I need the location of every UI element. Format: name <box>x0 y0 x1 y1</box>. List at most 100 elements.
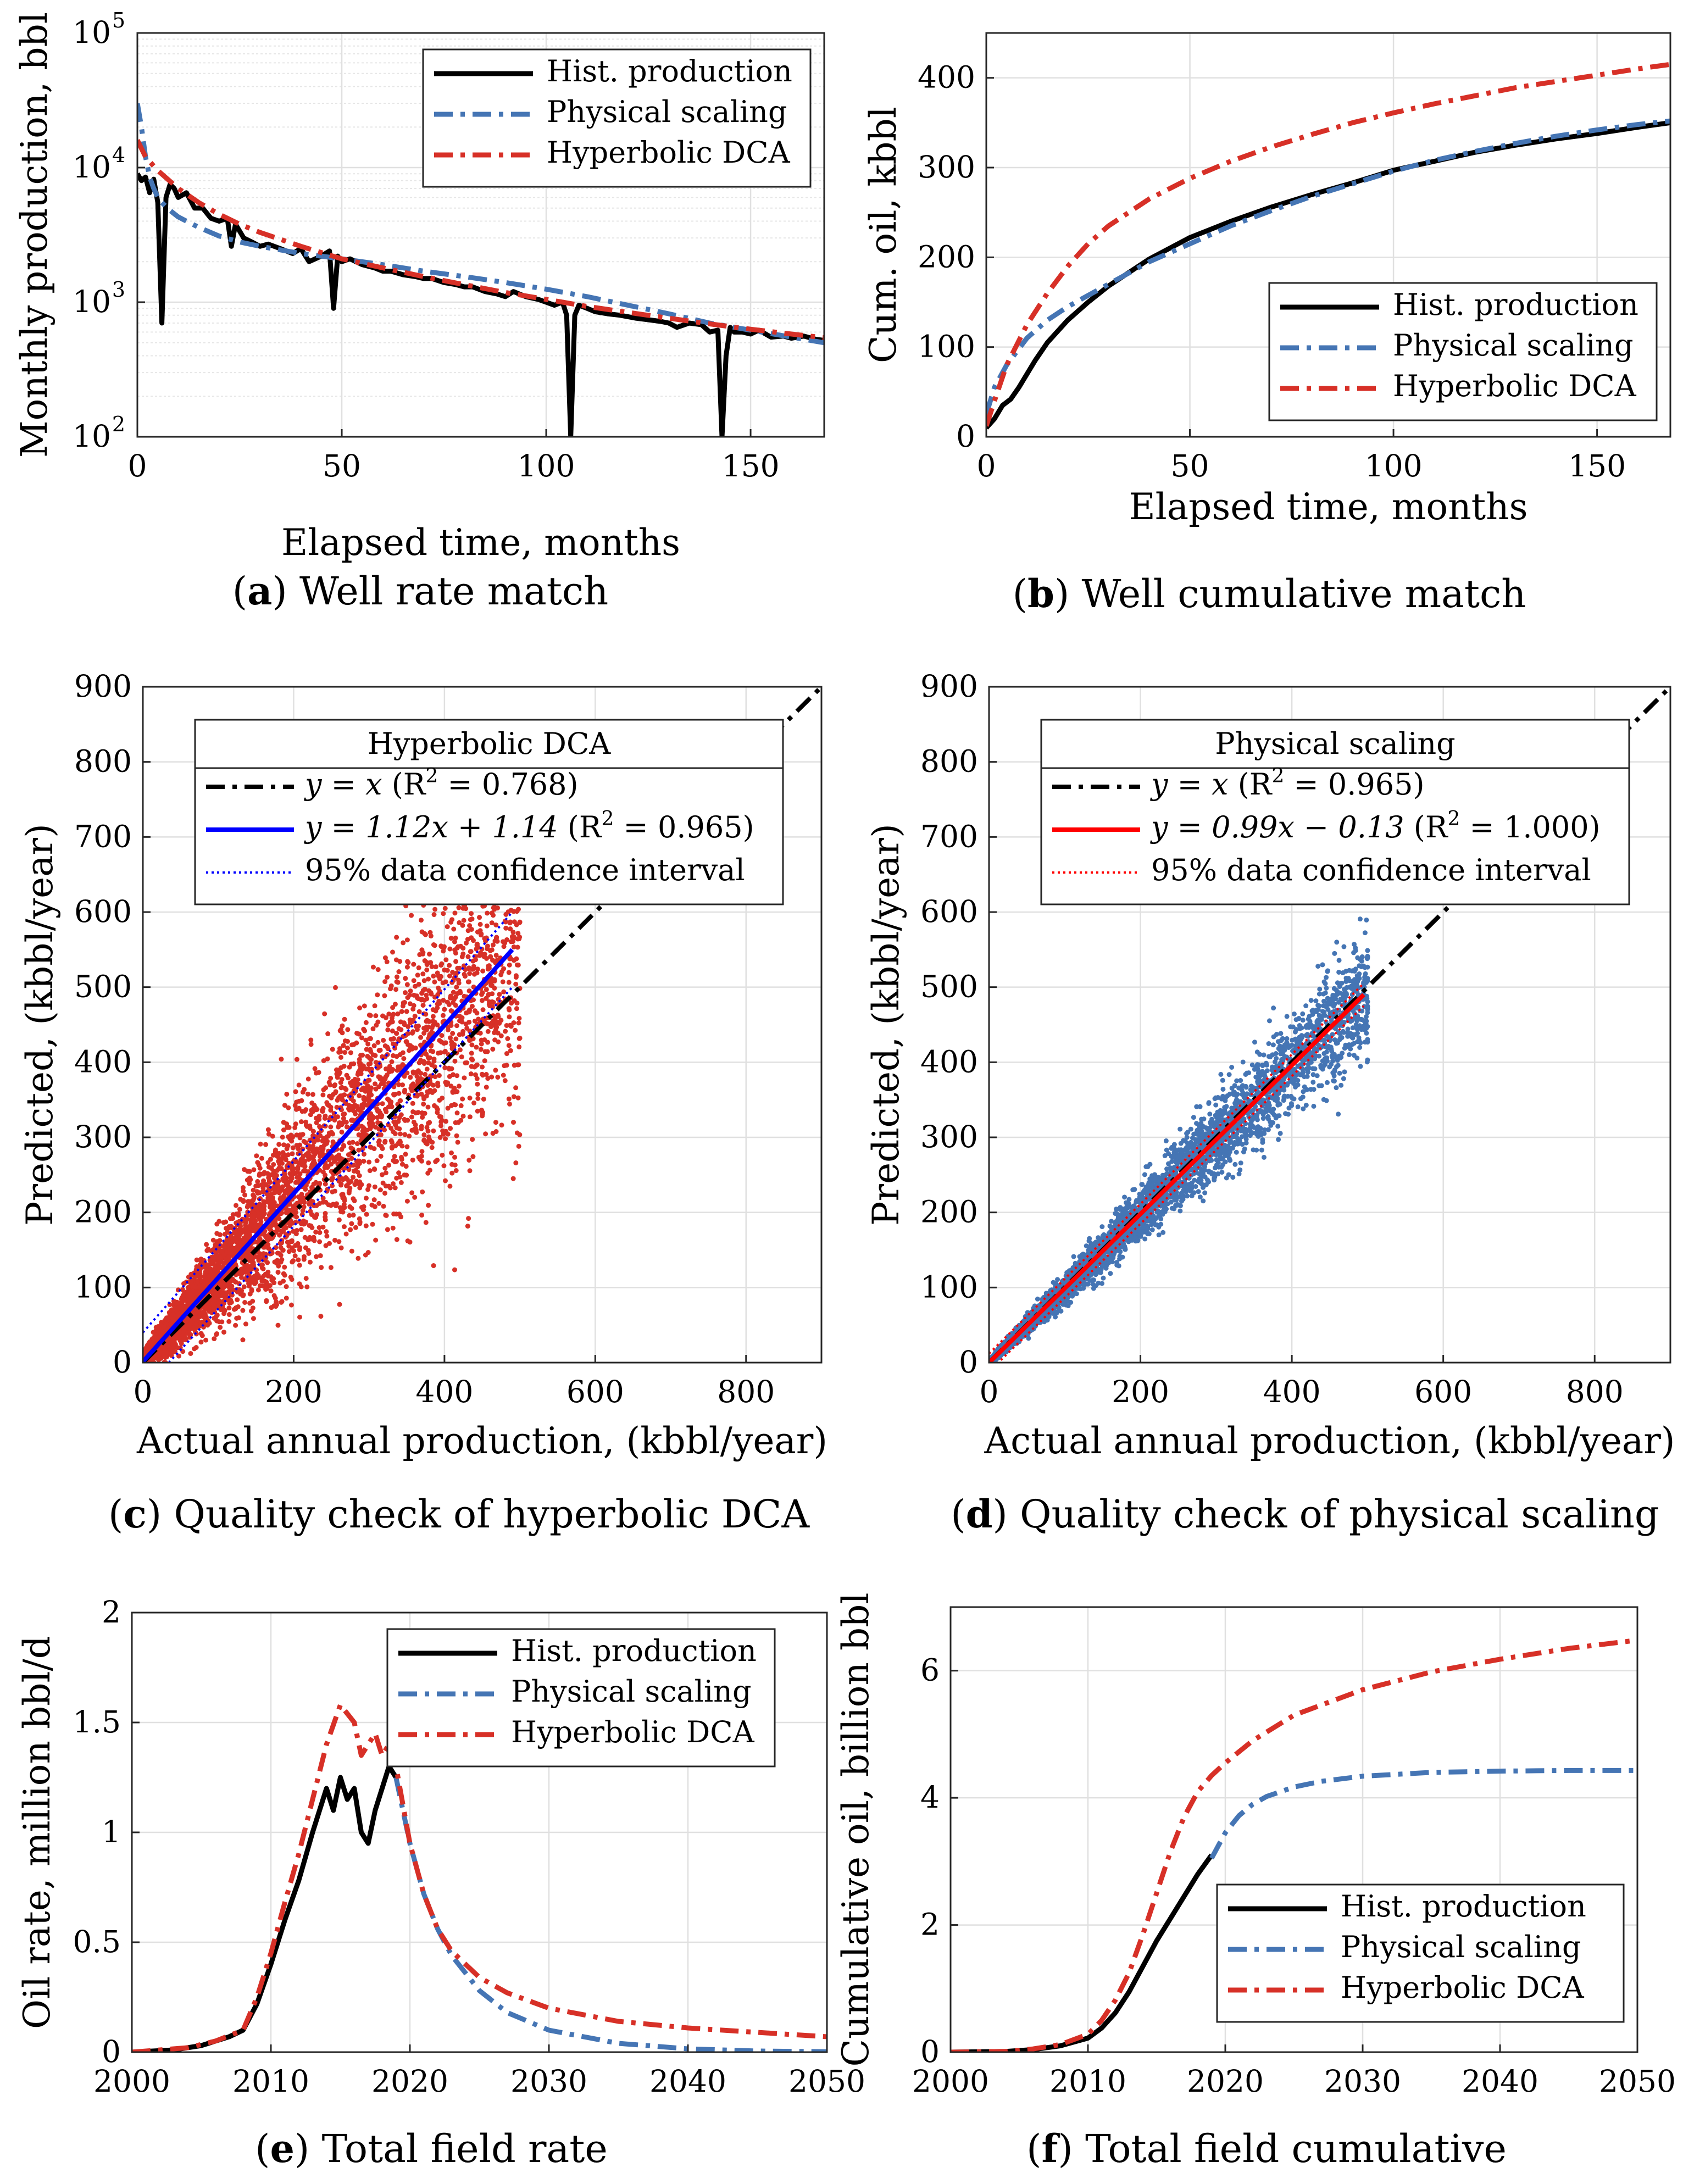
scatter-point <box>257 1172 262 1178</box>
scatter-point <box>339 1147 345 1152</box>
scatter-point <box>431 942 436 948</box>
scatter-point <box>405 1118 410 1123</box>
scatter-point <box>338 1080 343 1085</box>
scatter-point <box>182 1298 188 1303</box>
scatter-point <box>341 1143 346 1148</box>
scatter-point <box>425 1055 431 1060</box>
scatter-point <box>288 1239 293 1244</box>
scatter-point <box>229 1299 234 1305</box>
scatter-point <box>349 1155 354 1161</box>
scatter-point <box>448 993 453 999</box>
scatter-point <box>266 1200 272 1205</box>
scatter-point <box>370 1221 375 1227</box>
scatter-point <box>391 1158 396 1163</box>
scatter-point <box>391 1129 396 1135</box>
scatter-point <box>382 993 387 998</box>
scatter-point <box>296 1257 301 1263</box>
scatter-point <box>452 1267 457 1272</box>
scatter-point <box>374 1158 380 1164</box>
scatter-point <box>236 1315 241 1321</box>
x-tick-label: 0 <box>977 448 996 484</box>
scatter-point <box>347 1064 352 1070</box>
scatter-point <box>308 1165 314 1170</box>
caption-paren: ( <box>232 569 247 614</box>
scatter-point <box>442 1065 448 1070</box>
y-axis-label: Cum. oil, kbbl <box>862 107 904 363</box>
scatter-point <box>281 1178 286 1183</box>
scatter-point <box>425 1089 430 1094</box>
scatter-point <box>428 960 434 965</box>
scatter-point <box>390 1005 396 1010</box>
scatter-point <box>204 1242 209 1247</box>
scatter-point <box>349 1205 354 1211</box>
scatter-point <box>317 1230 323 1235</box>
scatter-point <box>424 1024 429 1030</box>
scatter-point <box>275 1182 281 1188</box>
scatter-point <box>251 1167 257 1172</box>
scatter-point <box>332 1237 338 1243</box>
scatter-point <box>447 973 452 979</box>
scatter-point <box>333 985 338 990</box>
scatter-point <box>167 1351 173 1357</box>
scatter-point <box>365 1078 371 1083</box>
y-tick-label: 10 <box>73 284 111 319</box>
scatter-point <box>503 1029 508 1034</box>
scatter-point <box>255 1287 261 1293</box>
scatter-point <box>287 1222 293 1227</box>
x-tick-label: 100 <box>1365 448 1423 484</box>
scatter-point <box>300 1132 306 1137</box>
scatter-point <box>421 1096 427 1102</box>
scatter-point <box>398 1131 403 1137</box>
scatter-point <box>322 1011 327 1016</box>
y-tick-label: 300 <box>918 149 975 185</box>
scatter-point <box>507 962 512 968</box>
scatter-point <box>224 1226 229 1231</box>
scatter-point <box>292 1103 298 1108</box>
scatter-point <box>302 1162 307 1168</box>
scatter-point <box>492 1023 498 1029</box>
scatter-point <box>422 958 427 963</box>
scatter-point <box>467 971 473 976</box>
scatter-point <box>378 1153 384 1159</box>
scatter-point <box>226 1319 232 1324</box>
scatter-point <box>337 1302 342 1307</box>
scatter-point <box>247 1301 253 1306</box>
scatter-point <box>290 1259 295 1265</box>
scatter-point <box>516 1020 521 1026</box>
scatter-point <box>458 1103 464 1108</box>
scatter-point <box>297 1142 303 1148</box>
scatter-point <box>398 1098 403 1103</box>
legend-label: Physical scaling <box>547 95 787 129</box>
scatter-point <box>388 1099 394 1105</box>
scatter-point <box>418 918 424 923</box>
scatter-point <box>452 1154 458 1160</box>
scatter-point <box>404 1144 410 1149</box>
scatter-point <box>240 1185 246 1191</box>
scatter-point <box>457 920 462 925</box>
scatter-point <box>394 935 399 940</box>
chart-c: 0 200 400 600 800010020030040050060070080090… <box>19 669 827 1537</box>
scatter-point <box>477 921 483 927</box>
scatter-point <box>292 1253 298 1259</box>
scatter-point <box>440 1152 445 1158</box>
scatter-point <box>456 1120 461 1125</box>
scatter-point <box>249 1258 255 1264</box>
scatter-point <box>449 1042 454 1048</box>
scatter-point <box>165 1343 171 1349</box>
scatter-point <box>432 1088 437 1093</box>
scatter-point <box>431 973 436 979</box>
scatter-point <box>297 1263 302 1268</box>
scatter-point <box>416 965 421 970</box>
scatter-point <box>219 1277 225 1283</box>
scatter-point <box>256 1258 262 1263</box>
scatter-point <box>407 1133 412 1139</box>
scatter-point <box>192 1346 197 1352</box>
scatter-point <box>460 1113 466 1119</box>
scatter-point <box>326 1080 332 1085</box>
scatter-point <box>337 1028 343 1033</box>
scatter-point <box>468 949 474 954</box>
scatter-point <box>288 1302 294 1308</box>
scatter-point <box>347 1213 352 1218</box>
scatter-point <box>508 1048 513 1053</box>
scatter-point <box>452 997 457 1002</box>
